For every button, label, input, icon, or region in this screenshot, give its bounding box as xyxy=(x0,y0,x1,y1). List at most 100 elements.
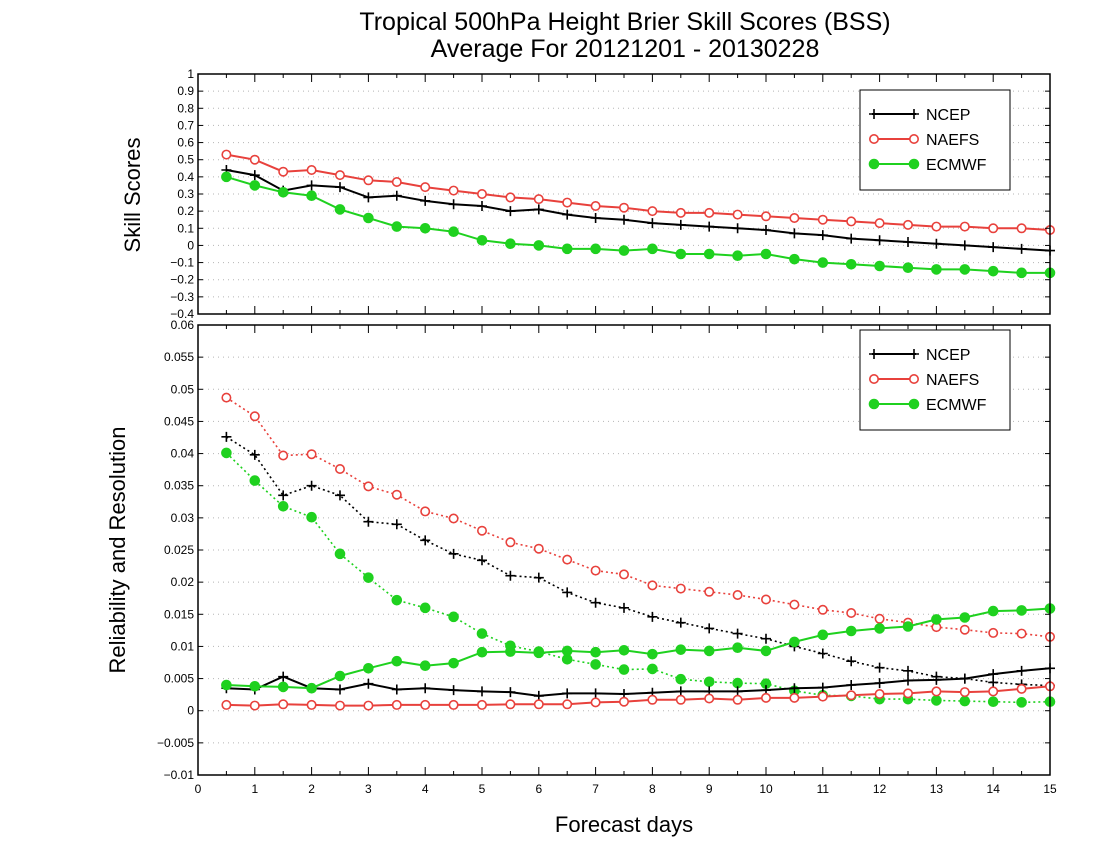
top-y-tick-label: 0.4 xyxy=(177,170,194,184)
top-point-ecmwf xyxy=(505,238,516,250)
bottom-point-naefs xyxy=(988,627,999,638)
bottom-legend-label-ncep: NCEP xyxy=(926,347,970,364)
bottom-point-ncep xyxy=(590,688,601,699)
top-legend-marker-ecmwf xyxy=(908,158,920,170)
bottom-legend-marker-ecmwf xyxy=(868,398,880,410)
bottom-point-ecmwf xyxy=(902,621,914,632)
top-point-ncep xyxy=(477,201,487,211)
bottom-legend-marker-naefs xyxy=(908,373,919,384)
bottom-point-ncep xyxy=(959,673,970,684)
bottom-point-ncep xyxy=(732,628,743,639)
bottom-y-tick-label: 0.055 xyxy=(164,350,194,364)
bottom-point-ecmwf xyxy=(306,511,317,523)
x-tick-label: 7 xyxy=(592,782,599,796)
bottom-legend-entry-naefs: NAEFS xyxy=(868,372,979,389)
bottom-point-ncep xyxy=(448,685,459,696)
bottom-point-ecmwf xyxy=(249,475,261,486)
bottom-point-ecmwf xyxy=(874,623,885,634)
bottom-point-ncep xyxy=(931,674,942,685)
top-point-ecmwf xyxy=(221,171,232,183)
bottom-point-naefs xyxy=(505,537,516,548)
bottom-legend-label-naefs: NAEFS xyxy=(926,372,979,389)
bottom-point-ecmwf xyxy=(448,657,459,669)
top-point-naefs xyxy=(902,219,913,230)
bottom-point-ecmwf xyxy=(931,695,942,706)
bottom-point-ncep xyxy=(477,686,487,697)
x-tick-label: 8 xyxy=(649,782,656,796)
bottom-point-ncep xyxy=(391,684,402,695)
top-point-ncep xyxy=(874,235,885,246)
bottom-point-naefs xyxy=(874,688,885,699)
bottom-point-ncep xyxy=(675,686,686,697)
bottom-point-ecmwf xyxy=(931,614,942,625)
bottom-point-ncep xyxy=(533,572,544,583)
bottom-point-ncep xyxy=(420,683,431,694)
top-point-naefs xyxy=(789,213,800,224)
bottom-point-ecmwf xyxy=(703,676,715,688)
top-point-naefs xyxy=(732,209,743,220)
top-point-ncep xyxy=(704,221,715,232)
top-y-tick-label: 1 xyxy=(187,67,194,81)
bottom-point-naefs xyxy=(874,613,885,624)
bottom-point-ncep xyxy=(448,548,459,559)
bottom-point-ncep xyxy=(562,587,573,598)
top-point-ncep xyxy=(590,213,601,223)
top-point-naefs xyxy=(817,214,828,225)
bottom-point-ecmwf xyxy=(987,605,999,617)
top-y-tick-label: 0.5 xyxy=(177,153,194,167)
top-point-ncep xyxy=(363,192,374,203)
bottom-y-tick-label: 0.03 xyxy=(171,511,195,525)
top-point-ncep xyxy=(533,204,544,215)
top-legend-entry-ecmwf: ECMWF xyxy=(868,157,987,174)
bottom-point-ecmwf xyxy=(334,548,346,560)
top-point-naefs xyxy=(704,207,715,218)
top-point-ecmwf xyxy=(931,264,942,275)
top-point-ecmwf xyxy=(902,262,914,274)
top-point-naefs xyxy=(249,154,260,165)
bottom-point-ncep xyxy=(903,665,913,676)
top-point-ncep xyxy=(647,218,658,229)
bottom-point-ecmwf xyxy=(419,602,431,614)
bottom-point-naefs xyxy=(306,449,317,460)
bottom-point-ecmwf xyxy=(363,662,374,674)
x-tick-label: 12 xyxy=(873,782,887,796)
bottom-point-ncep xyxy=(988,677,999,688)
top-y-tick-label: 0.7 xyxy=(177,118,194,132)
top-legend-entry-ncep: NCEP xyxy=(869,107,970,124)
bottom-point-ecmwf xyxy=(476,628,488,639)
top-point-naefs xyxy=(590,201,601,212)
bottom-point-ecmwf xyxy=(505,646,516,657)
bottom-point-ecmwf xyxy=(249,680,261,692)
top-point-ncep xyxy=(391,190,402,201)
top-point-ncep xyxy=(789,228,800,239)
top-point-ncep xyxy=(903,237,913,247)
bottom-point-naefs xyxy=(647,580,658,591)
bottom-y-tick-label: 0.04 xyxy=(171,447,195,461)
bottom-y-tick-label: 0.05 xyxy=(171,382,195,396)
bottom-point-naefs xyxy=(533,543,544,554)
top-point-ecmwf xyxy=(533,240,545,251)
bottom-y-tick-label: 0.01 xyxy=(171,639,195,653)
top-y-tick-label: −0.1 xyxy=(170,256,194,270)
top-y-tick-label: 0 xyxy=(187,238,194,252)
bottom-point-ecmwf xyxy=(647,648,658,660)
bottom-point-naefs xyxy=(562,699,573,710)
top-legend-label-naefs: NAEFS xyxy=(926,132,979,149)
bottom-point-ecmwf xyxy=(363,572,374,583)
bottom-point-naefs xyxy=(278,450,289,461)
bottom-y-tick-label: 0 xyxy=(187,704,194,718)
top-point-ecmwf xyxy=(874,260,885,272)
top-y-tick-label: −0.4 xyxy=(170,307,194,321)
bottom-point-ecmwf xyxy=(647,663,658,675)
bottom-point-naefs xyxy=(704,586,715,597)
top-point-ncep xyxy=(846,233,857,244)
bottom-point-naefs xyxy=(760,692,771,703)
bottom-point-ecmwf xyxy=(277,681,289,693)
top-legend-marker-ncep xyxy=(909,109,919,119)
bottom-point-naefs xyxy=(221,699,232,710)
top-point-naefs xyxy=(846,216,857,227)
top-point-naefs xyxy=(476,189,487,200)
bottom-point-ncep xyxy=(249,449,260,460)
bottom-point-ecmwf xyxy=(334,670,346,682)
